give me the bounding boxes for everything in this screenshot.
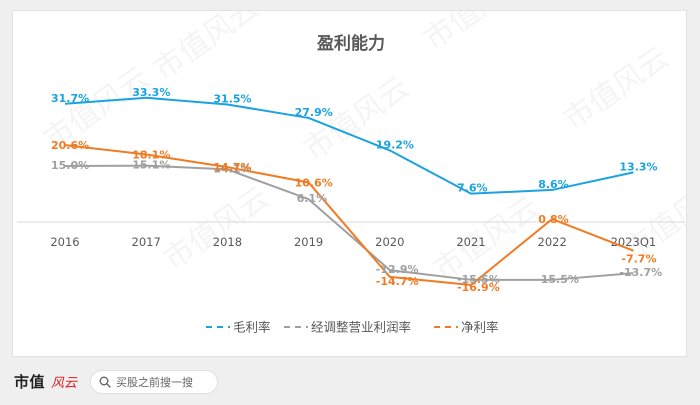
x-tick-label: 2018 [213, 235, 242, 249]
chart-title: 盈利能力 [316, 33, 385, 54]
brand-name: 市值 [14, 373, 46, 391]
data-label: 10.6% [295, 176, 333, 189]
search-icon [99, 376, 111, 388]
legend-label: 经调整营业利润率 [311, 320, 411, 335]
brand-logo-icon: 风云 [51, 376, 78, 391]
series-lines [64, 96, 634, 287]
watermark-text: 市值风云 [418, 11, 536, 58]
x-tick-label: 2020 [375, 235, 404, 249]
data-label: -7.7% [621, 253, 656, 266]
footer-bar: 市值 风云 买股之前搜一搜 [0, 362, 700, 405]
data-label: 31.5% [213, 93, 251, 106]
data-label: 33.3% [132, 86, 170, 99]
data-label: -15.5% [536, 273, 579, 286]
x-tick-label: 2022 [538, 235, 567, 249]
x-tick-label: 2019 [294, 235, 323, 249]
series-line-1 [64, 164, 634, 281]
data-label: 13.3% [619, 160, 657, 173]
data-label: -12.9% [376, 263, 419, 276]
legend-label: 净利率 [461, 320, 499, 335]
data-label: -16.9% [457, 281, 500, 294]
data-label: 15.1% [132, 159, 170, 172]
x-tick-label: 2023Q1 [611, 235, 657, 249]
x-tick-label: 2016 [50, 235, 79, 249]
chart-card: 市值风云市值风云市值风云市值风云市值风云市值风云市值风云市值风云 盈利能力 20… [12, 10, 687, 357]
search-placeholder: 买股之前搜一搜 [116, 376, 193, 389]
data-label: 6.1% [297, 192, 328, 205]
data-label: -15.5% [457, 273, 500, 286]
legend: 毛利率 经调整营业利润率 净利率 [206, 320, 499, 335]
data-label: 19.2% [376, 138, 414, 151]
data-label: 14.7% [213, 161, 251, 174]
watermark-text: 市值风云 [158, 180, 276, 277]
data-label: 7.6% [457, 182, 488, 195]
search-input[interactable]: 买股之前搜一搜 [90, 370, 218, 394]
chart-svg: 市值风云市值风云市值风云市值风云市值风云市值风云市值风云市值风云 盈利能力 20… [17, 11, 686, 335]
data-labels: 31.7% 33.3% 31.5% 27.9% 19.2% 7.6% 8.6% 13.3% 15… [51, 86, 662, 294]
data-label: 8.6% [538, 178, 569, 191]
legend-label: 毛利率 [233, 320, 271, 335]
data-label: -13.7% [619, 266, 662, 279]
x-tick-label: 2017 [132, 235, 161, 249]
data-label: 27.9% [295, 106, 333, 119]
x-tick-label: 2021 [456, 235, 485, 249]
watermark-text: 市值风云 [558, 40, 676, 137]
data-label: 18.1% [132, 148, 170, 161]
data-label: -14.7% [376, 275, 419, 288]
data-label: 14.1% [213, 162, 251, 175]
data-label: 0.8% [538, 213, 569, 226]
data-label: 20.6% [51, 139, 89, 152]
data-label: 31.7% [51, 92, 89, 105]
watermark-text: 市值风云 [148, 11, 266, 88]
data-label: 15.0% [51, 159, 89, 172]
series-line-0 [64, 96, 634, 195]
brand[interactable]: 市值 风云 [14, 371, 81, 392]
series-line-2 [64, 144, 634, 287]
